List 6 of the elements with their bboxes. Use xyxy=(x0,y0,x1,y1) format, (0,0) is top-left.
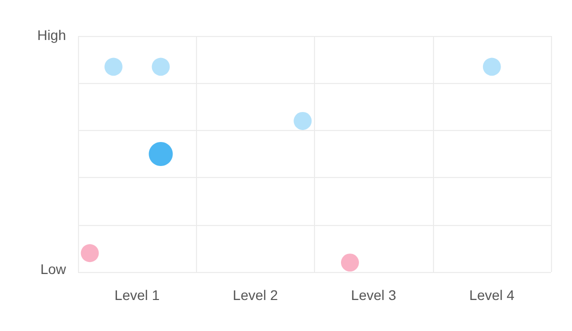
x-tick-label: Level 3 xyxy=(351,287,396,303)
text: Low xyxy=(40,261,67,277)
x-tick-label: Level 2 xyxy=(232,287,278,303)
x-tick-label: Level 4 xyxy=(469,287,515,303)
text: High xyxy=(37,27,66,43)
x-tick-label: Level 1 xyxy=(114,287,160,303)
